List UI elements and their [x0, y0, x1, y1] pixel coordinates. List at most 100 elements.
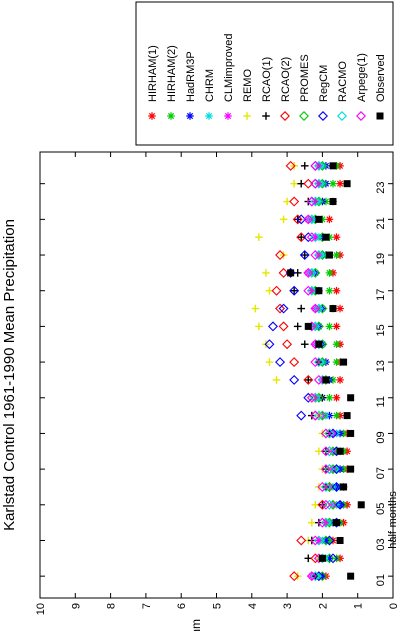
data-point — [313, 178, 324, 189]
data-point — [313, 303, 324, 314]
data-point — [336, 536, 344, 544]
data-point — [282, 339, 293, 350]
legend-entry: PROMES — [299, 54, 311, 121]
legend-label: REMO — [242, 69, 254, 102]
data-point — [306, 267, 317, 278]
chart-title: Karlstad Control 1961-1990 Mean Precipit… — [1, 219, 18, 531]
series-remo — [251, 162, 327, 580]
data-point — [324, 464, 335, 475]
data-point — [333, 412, 340, 419]
data-point — [289, 374, 300, 385]
series-hadrm3p — [311, 162, 344, 580]
data-point — [336, 305, 344, 312]
legend-label: Arpege(1) — [356, 53, 368, 102]
x-tick-label: 17 — [375, 289, 387, 301]
data-point — [264, 339, 275, 350]
data-point — [317, 303, 328, 314]
series-observed — [287, 162, 365, 580]
series-rcao-1- — [290, 162, 334, 580]
data-point — [310, 232, 321, 243]
data-point — [310, 196, 321, 207]
legend-entry: RegCM — [318, 65, 330, 121]
data-marks — [251, 160, 365, 582]
data-point — [328, 446, 338, 457]
legend-label: RegCM — [318, 65, 330, 102]
data-point — [347, 465, 355, 473]
legend-entry: HadRM3P — [185, 51, 197, 120]
data-point — [320, 481, 331, 492]
data-point — [318, 554, 326, 562]
data-point — [315, 215, 323, 223]
data-point — [313, 196, 324, 207]
data-point — [292, 214, 303, 225]
data-point — [315, 287, 323, 295]
data-point — [303, 285, 314, 296]
data-point — [317, 571, 328, 582]
data-point — [326, 269, 333, 276]
series-regcm — [264, 160, 346, 582]
legend-frame — [135, 1, 394, 146]
y-tick-label: 10 — [35, 603, 47, 615]
data-point — [328, 499, 338, 510]
data-point — [303, 392, 314, 403]
y-tick-label: 1 — [353, 603, 365, 609]
legend-label: PROMES — [299, 54, 311, 102]
data-point — [333, 341, 340, 348]
y-tick-label: 4 — [247, 603, 259, 609]
data-point — [289, 285, 300, 296]
data-point — [304, 322, 312, 330]
data-point — [289, 196, 300, 207]
data-point — [333, 323, 340, 330]
data-point — [306, 196, 317, 207]
y-axis-label: mm — [189, 619, 203, 631]
plot-frame — [39, 151, 394, 599]
data-point — [324, 446, 335, 457]
data-point — [326, 394, 333, 401]
legend-label: Observed — [375, 54, 387, 102]
data-point — [322, 376, 330, 384]
legend-entry: Arpege(1) — [356, 53, 368, 121]
data-point — [313, 374, 324, 385]
data-point — [329, 305, 337, 313]
data-point — [333, 287, 340, 294]
data-point — [306, 232, 317, 243]
x-tick-label: 09 — [375, 431, 387, 443]
data-point — [328, 464, 338, 475]
data-point — [313, 410, 324, 421]
data-point — [317, 499, 328, 510]
data-point — [296, 214, 307, 225]
data-point — [324, 553, 335, 564]
y-tick-label: 7 — [141, 603, 153, 609]
x-tick-label: 13 — [375, 360, 387, 372]
data-point — [333, 234, 340, 241]
data-point — [306, 571, 317, 582]
legend-entry: Observed — [375, 54, 387, 120]
data-point — [313, 250, 324, 261]
data-point — [336, 376, 344, 384]
x-tick-label: 11 — [375, 396, 387, 407]
data-point — [310, 250, 321, 261]
data-point — [310, 535, 321, 546]
legend-label: HIRHAM(2) — [166, 45, 178, 102]
data-point — [317, 481, 328, 492]
data-point — [343, 412, 351, 420]
legend-marker — [318, 111, 328, 121]
legend-entry: RCAO(2) — [280, 57, 292, 121]
data-point — [310, 392, 321, 403]
y-tick-label: 9 — [70, 603, 82, 609]
data-point — [320, 535, 331, 546]
data-point — [317, 250, 328, 261]
x-tick-label: 03 — [375, 538, 387, 550]
data-point — [313, 160, 324, 171]
data-point — [303, 178, 314, 189]
data-point — [275, 303, 286, 314]
y-tick-label: 8 — [106, 603, 118, 609]
legend-marker — [337, 111, 347, 121]
data-point — [306, 392, 317, 403]
data-point — [310, 571, 321, 582]
legend-marker — [299, 111, 309, 121]
legend-marker — [148, 112, 156, 120]
series-racmo — [306, 160, 335, 582]
data-point — [326, 216, 333, 223]
